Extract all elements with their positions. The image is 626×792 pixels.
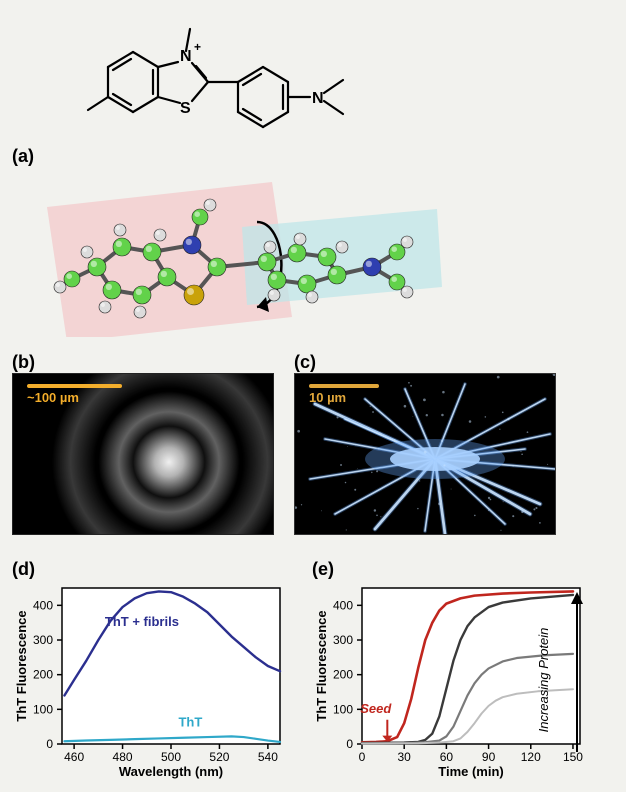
panel-c: (c) 10 µm (294, 352, 556, 535)
panel-e: (e) 0 30 60 90 120 150 0 100 200 300 400 Time (min)… (312, 559, 592, 780)
svg-text:400: 400 (33, 598, 53, 612)
panel-a-label: (a) (12, 146, 34, 166)
svg-text:+: + (194, 40, 201, 54)
panel-d: (d) 460 480 500 520 540 0 100 200 300 400 Waveleng… (12, 559, 292, 780)
svg-text:460: 460 (64, 750, 84, 764)
scalebar-b: ~100 µm (27, 384, 122, 405)
svg-text:Time (min): Time (min) (438, 764, 504, 779)
scalebar-c: 10 µm (309, 384, 379, 405)
svg-text:Wavelength (nm): Wavelength (nm) (119, 764, 223, 779)
svg-text:150: 150 (563, 750, 583, 764)
svg-text:400: 400 (333, 598, 353, 612)
svg-text:ThT: ThT (178, 715, 202, 730)
svg-text:500: 500 (161, 750, 181, 764)
svg-text:520: 520 (209, 750, 229, 764)
increasing-protein-arrow (570, 592, 584, 752)
svg-text:ThT Fluorescence: ThT Fluorescence (314, 610, 329, 721)
svg-text:300: 300 (33, 633, 53, 647)
svg-text:N: N (180, 48, 192, 65)
svg-text:300: 300 (333, 633, 353, 647)
svg-text:30: 30 (398, 750, 412, 764)
panel-a: (a) N+SN (12, 12, 614, 342)
scalebar-b-line (27, 384, 122, 388)
svg-text:Seed: Seed (360, 701, 392, 716)
svg-text:540: 540 (258, 750, 278, 764)
micrograph-b: ~100 µm (12, 373, 274, 535)
increasing-protein-label: Increasing Protein (536, 628, 551, 733)
svg-text:N: N (312, 90, 324, 107)
svg-text:ThT + fibrils: ThT + fibrils (105, 614, 179, 629)
svg-text:90: 90 (482, 750, 496, 764)
micrograph-c: 10 µm (294, 373, 556, 535)
svg-text:200: 200 (333, 668, 353, 682)
svg-text:0: 0 (359, 750, 366, 764)
panel-de-row: (d) 4604805005205400100200300400Waveleng… (12, 559, 614, 780)
svg-text:480: 480 (113, 750, 133, 764)
chart-d-svg: 460 480 500 520 540 0 100 200 300 400 Wavelength (… (12, 580, 292, 780)
svg-text:100: 100 (333, 702, 353, 716)
tht-3d-structure (42, 167, 442, 337)
scalebar-c-line (309, 384, 379, 388)
tht-2d-structure: N+SN (78, 12, 418, 162)
panel-b-label: (b) (12, 352, 35, 372)
panel-d-label: (d) (12, 559, 35, 579)
scalebar-b-text: ~100 µm (27, 390, 79, 405)
panel-e-label: (e) (312, 559, 334, 579)
svg-text:200: 200 (33, 668, 53, 682)
chart-e: 0 30 60 90 120 150 0 100 200 300 400 Time (min) ThT … (312, 580, 592, 780)
svg-text:100: 100 (33, 702, 53, 716)
panel-bc-row: (b) ~100 µm (c) 10 µm (12, 352, 614, 535)
svg-text:60: 60 (440, 750, 454, 764)
panel-b: (b) ~100 µm (12, 352, 274, 535)
svg-text:120: 120 (521, 750, 541, 764)
svg-text:0: 0 (346, 737, 353, 751)
svg-text:0: 0 (46, 737, 53, 751)
svg-text:S: S (180, 100, 191, 117)
svg-text:ThT Fluorescence: ThT Fluorescence (14, 610, 29, 721)
chart-d: 460 480 500 520 540 0 100 200 300 400 Wavelength (… (12, 580, 292, 780)
panel-c-label: (c) (294, 352, 316, 372)
scalebar-c-text: 10 µm (309, 390, 346, 405)
